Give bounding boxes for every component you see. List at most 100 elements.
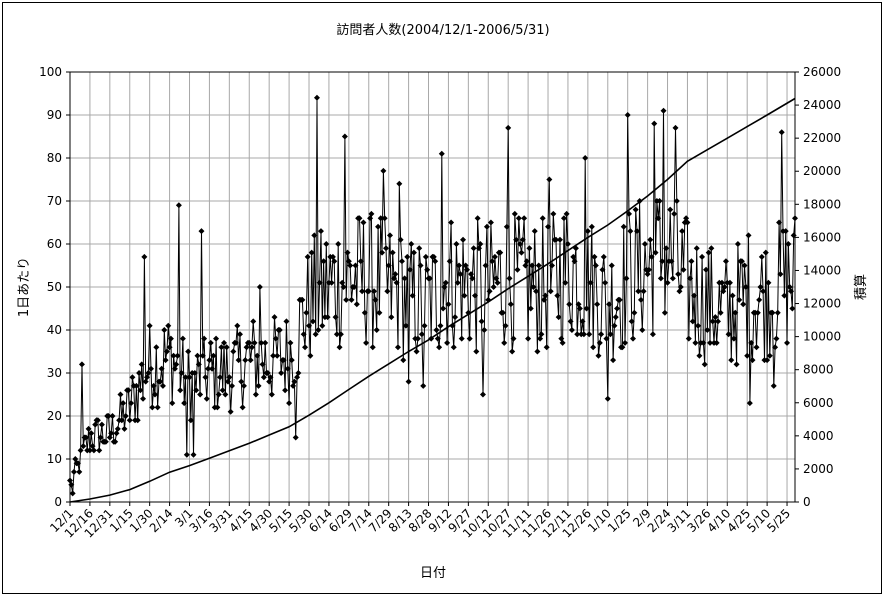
daily-marker bbox=[604, 395, 611, 402]
daily-marker bbox=[238, 378, 245, 385]
daily-marker bbox=[769, 309, 776, 316]
daily-marker bbox=[394, 344, 401, 351]
daily-marker bbox=[680, 266, 687, 273]
daily-marker bbox=[518, 249, 525, 256]
daily-marker bbox=[122, 413, 129, 419]
daily-marker bbox=[571, 258, 578, 265]
daily-marker bbox=[758, 253, 765, 260]
daily-marker bbox=[197, 391, 204, 398]
daily-marker bbox=[519, 236, 526, 243]
daily-marker bbox=[203, 395, 210, 402]
daily-marker bbox=[668, 258, 675, 265]
daily-marker bbox=[284, 365, 291, 372]
daily-marker bbox=[154, 404, 161, 411]
daily-marker bbox=[381, 215, 388, 222]
daily-marker bbox=[628, 318, 635, 325]
daily-marker bbox=[272, 335, 279, 342]
daily-marker bbox=[252, 391, 259, 398]
daily-marker bbox=[772, 344, 779, 351]
daily-marker bbox=[782, 228, 789, 235]
daily-marker bbox=[159, 382, 166, 389]
daily-marker bbox=[376, 309, 383, 316]
y-tick-label: 50 bbox=[47, 280, 62, 294]
y2-tick-label: 2000 bbox=[803, 462, 834, 476]
daily-marker bbox=[426, 275, 433, 282]
daily-marker bbox=[414, 335, 421, 342]
daily-marker bbox=[490, 284, 497, 290]
daily-marker bbox=[402, 322, 409, 329]
daily-marker bbox=[174, 352, 181, 359]
daily-marker bbox=[721, 284, 728, 290]
daily-marker bbox=[422, 253, 429, 260]
daily-marker bbox=[728, 357, 735, 364]
daily-marker bbox=[606, 301, 613, 308]
daily-marker bbox=[434, 335, 441, 342]
daily-marker bbox=[353, 301, 360, 308]
chart-title: 訪問者人数(2004/12/1-2006/5/31) bbox=[336, 22, 549, 38]
daily-marker bbox=[566, 301, 573, 308]
daily-marker bbox=[380, 167, 387, 174]
daily-marker bbox=[547, 288, 554, 295]
daily-marker bbox=[559, 339, 566, 346]
daily-marker bbox=[379, 249, 386, 256]
daily-marker bbox=[685, 335, 692, 342]
daily-marker bbox=[590, 344, 597, 351]
daily-marker bbox=[397, 236, 404, 243]
daily-marker bbox=[304, 253, 311, 260]
daily-marker bbox=[313, 94, 320, 101]
daily-marker bbox=[764, 357, 771, 364]
daily-marker bbox=[438, 150, 445, 157]
daily-marker bbox=[405, 378, 412, 385]
daily-marker bbox=[770, 382, 777, 389]
daily-marker bbox=[632, 206, 639, 213]
daily-marker bbox=[373, 327, 380, 333]
daily-marker bbox=[278, 370, 285, 376]
daily-marker bbox=[704, 327, 711, 333]
daily-marker bbox=[209, 365, 216, 372]
daily-marker bbox=[347, 262, 354, 269]
daily-marker bbox=[527, 305, 534, 312]
daily-marker bbox=[118, 417, 125, 424]
daily-marker bbox=[181, 400, 188, 407]
daily-marker bbox=[69, 490, 76, 497]
daily-marker bbox=[627, 228, 634, 235]
daily-marker bbox=[416, 245, 423, 252]
daily-marker bbox=[503, 223, 510, 230]
daily-marker bbox=[497, 249, 504, 256]
daily-marker bbox=[450, 344, 457, 351]
daily-marker bbox=[260, 374, 267, 381]
daily-marker bbox=[182, 374, 189, 381]
daily-marker bbox=[262, 339, 269, 346]
daily-marker bbox=[145, 370, 152, 376]
daily-marker bbox=[436, 344, 443, 351]
daily-marker bbox=[187, 417, 194, 424]
daily-marker bbox=[248, 344, 255, 351]
daily-marker bbox=[567, 318, 574, 325]
daily-marker bbox=[586, 331, 593, 338]
daily-marker bbox=[657, 275, 664, 282]
daily-marker bbox=[691, 292, 698, 299]
daily-marker bbox=[295, 370, 302, 376]
daily-marker bbox=[352, 262, 359, 269]
daily-marker bbox=[421, 322, 428, 329]
daily-marker bbox=[525, 335, 532, 342]
daily-marker bbox=[626, 210, 633, 217]
daily-marker bbox=[288, 357, 295, 364]
daily-marker bbox=[756, 296, 763, 303]
daily-marker bbox=[255, 382, 262, 389]
daily-marker bbox=[205, 365, 212, 372]
daily-marker bbox=[640, 288, 647, 295]
daily-marker bbox=[433, 327, 440, 333]
daily-marker bbox=[592, 262, 599, 269]
y2-tick-label: 22000 bbox=[803, 131, 841, 145]
daily-marker bbox=[481, 327, 488, 333]
daily-marker bbox=[762, 249, 769, 256]
daily-marker bbox=[677, 284, 684, 290]
daily-marker bbox=[240, 382, 247, 389]
daily-marker bbox=[108, 430, 115, 437]
daily-marker bbox=[163, 348, 170, 355]
daily-marker bbox=[667, 206, 674, 213]
daily-marker bbox=[766, 352, 773, 359]
daily-marker bbox=[641, 241, 648, 247]
daily-marker bbox=[622, 339, 629, 346]
